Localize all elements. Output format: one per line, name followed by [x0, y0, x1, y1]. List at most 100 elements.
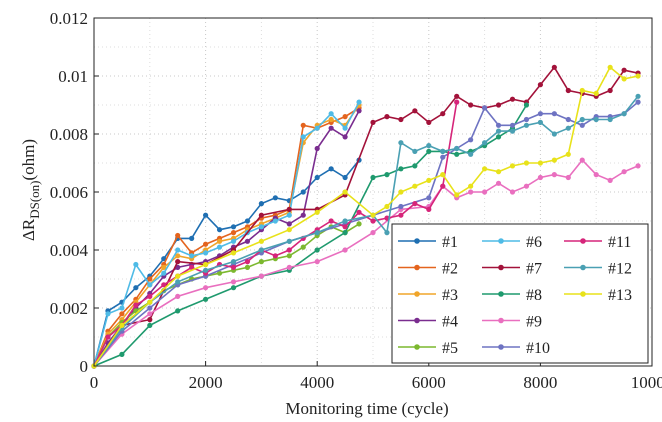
data-point — [286, 206, 292, 212]
data-point — [147, 282, 153, 288]
data-point — [370, 218, 376, 224]
series-12 — [91, 93, 641, 369]
data-point — [412, 183, 418, 189]
x-axis-label: Monitoring time (cycle) — [285, 399, 448, 418]
data-point — [105, 334, 111, 340]
legend-swatch-marker — [498, 264, 504, 271]
data-point — [384, 114, 390, 120]
data-point — [565, 174, 571, 181]
data-point — [593, 116, 599, 123]
data-point — [398, 116, 404, 123]
data-point — [272, 253, 278, 259]
data-point — [384, 203, 390, 210]
data-point — [216, 244, 223, 250]
data-point — [244, 264, 251, 270]
data-point — [412, 148, 418, 154]
data-point — [230, 259, 237, 265]
data-point — [286, 253, 292, 259]
legend-item: #6 — [482, 234, 542, 251]
data-point — [607, 116, 613, 123]
legend-item: #1 — [398, 234, 458, 251]
data-point — [426, 195, 432, 201]
data-point — [398, 189, 404, 195]
data-point — [286, 221, 292, 227]
y-axis-label-sub: DS(on) — [27, 180, 42, 218]
data-point — [398, 166, 404, 172]
legend-item: #7 — [482, 261, 542, 278]
data-point — [523, 160, 530, 166]
legend-item: #9 — [482, 314, 542, 331]
data-point — [328, 218, 334, 224]
legend-label: #11 — [608, 234, 631, 251]
y-tick-label: 0.008 — [50, 125, 88, 144]
y-tick-label: 0.006 — [50, 183, 88, 202]
data-point — [426, 119, 432, 125]
series-line — [93, 159, 360, 367]
data-point — [342, 247, 348, 253]
data-point — [286, 238, 292, 244]
data-point — [356, 99, 362, 105]
data-point — [147, 311, 153, 317]
data-point — [482, 166, 488, 172]
data-point — [537, 82, 544, 88]
data-point — [133, 261, 139, 268]
data-point — [175, 232, 181, 239]
legend-label: #6 — [526, 234, 542, 251]
legend-label: #2 — [442, 261, 458, 278]
data-point — [258, 238, 264, 244]
data-point — [203, 212, 209, 218]
series-line — [93, 158, 639, 367]
data-point — [412, 108, 418, 114]
data-point — [551, 64, 557, 70]
data-point — [537, 160, 544, 166]
data-point — [328, 125, 334, 131]
data-point — [175, 279, 181, 285]
data-point — [230, 279, 237, 285]
data-point — [356, 209, 362, 215]
data-point — [203, 296, 209, 302]
data-point — [440, 183, 446, 189]
data-point — [133, 302, 139, 308]
series-line — [93, 223, 360, 367]
legend-label: #12 — [608, 261, 632, 278]
series-4 — [91, 108, 362, 369]
data-point — [342, 189, 348, 195]
series-line — [93, 101, 360, 367]
data-point — [147, 317, 153, 323]
data-point — [230, 264, 237, 270]
data-point — [579, 122, 585, 128]
data-point — [454, 151, 460, 157]
series-13 — [91, 64, 641, 369]
legend-swatch-marker — [414, 344, 420, 350]
legend-swatch-marker — [414, 264, 420, 271]
data-point — [244, 218, 251, 224]
legend-item: #3 — [398, 287, 458, 304]
legend-label: #7 — [526, 261, 542, 278]
legend-swatch-marker — [498, 238, 504, 244]
data-point — [426, 177, 432, 183]
data-point — [412, 201, 418, 207]
y-axis-label-unit: (ohm) — [19, 139, 38, 181]
data-point — [482, 189, 488, 195]
data-point — [272, 195, 278, 201]
data-point — [342, 134, 348, 140]
y-tick-label: 0.004 — [50, 241, 89, 260]
legend: #1 #2 #3 #4 #5 #6 #7 #8 #9 #10 #11 #12 #13 — [391, 223, 649, 364]
data-point — [426, 206, 432, 212]
data-point — [468, 102, 474, 108]
legend-item: #11 — [564, 234, 631, 251]
data-point — [203, 285, 209, 291]
legend-label: #4 — [442, 314, 458, 331]
data-point — [175, 293, 181, 299]
data-point — [300, 134, 306, 140]
data-point — [468, 189, 474, 195]
x-tick-label: 4000 — [300, 373, 334, 392]
data-point — [635, 99, 641, 105]
legend-item: #8 — [482, 287, 542, 304]
x-tick-label: 8000 — [523, 373, 557, 392]
data-point — [607, 177, 613, 183]
series-2 — [91, 105, 362, 369]
data-point — [133, 285, 139, 291]
